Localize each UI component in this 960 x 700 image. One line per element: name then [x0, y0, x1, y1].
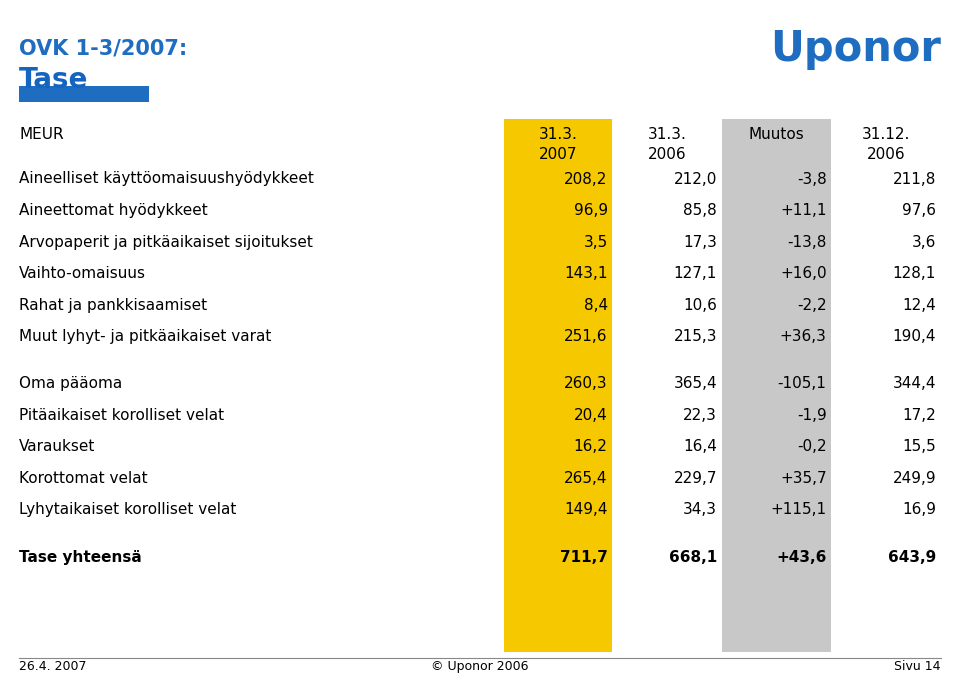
Text: -3,8: -3,8 [797, 172, 827, 186]
Text: 85,8: 85,8 [684, 203, 717, 218]
Text: 97,6: 97,6 [902, 203, 936, 218]
Text: 3,5: 3,5 [584, 234, 608, 249]
Text: Korottomat velat: Korottomat velat [19, 471, 148, 486]
Text: Oma pääoma: Oma pääoma [19, 377, 123, 391]
Text: Pitäaikaiset korolliset velat: Pitäaikaiset korolliset velat [19, 408, 225, 423]
Text: 16,9: 16,9 [902, 503, 936, 517]
Text: Lyhytaikaiset korolliset velat: Lyhytaikaiset korolliset velat [19, 503, 236, 517]
Text: 31.12.: 31.12. [862, 127, 910, 142]
Text: 229,7: 229,7 [674, 471, 717, 486]
Text: Arvopaperit ja pitkäaikaiset sijoitukset: Arvopaperit ja pitkäaikaiset sijoitukset [19, 234, 313, 249]
Text: 249,9: 249,9 [893, 471, 936, 486]
Text: 212,0: 212,0 [674, 172, 717, 186]
Text: 711,7: 711,7 [560, 550, 608, 564]
Text: 260,3: 260,3 [564, 377, 608, 391]
Text: 211,8: 211,8 [893, 172, 936, 186]
Text: OVK 1-3/2007:: OVK 1-3/2007: [19, 38, 187, 59]
Text: 20,4: 20,4 [574, 408, 608, 423]
Text: -1,9: -1,9 [797, 408, 827, 423]
Text: 31.3.: 31.3. [539, 127, 578, 142]
Text: 17,3: 17,3 [684, 234, 717, 249]
Text: 190,4: 190,4 [893, 329, 936, 344]
Text: 215,3: 215,3 [674, 329, 717, 344]
Text: 96,9: 96,9 [573, 203, 608, 218]
Text: 15,5: 15,5 [902, 440, 936, 454]
Text: 643,9: 643,9 [888, 550, 936, 564]
Text: 16,4: 16,4 [684, 440, 717, 454]
Text: -13,8: -13,8 [787, 234, 827, 249]
Text: 22,3: 22,3 [684, 408, 717, 423]
Text: 2006: 2006 [867, 147, 905, 162]
Text: +36,3: +36,3 [780, 329, 827, 344]
Text: 365,4: 365,4 [674, 377, 717, 391]
Text: Muutos: Muutos [749, 127, 804, 142]
Text: 3,6: 3,6 [912, 234, 936, 249]
Text: 2006: 2006 [648, 147, 686, 162]
Text: Varaukset: Varaukset [19, 440, 96, 454]
Text: 251,6: 251,6 [564, 329, 608, 344]
Text: 127,1: 127,1 [674, 266, 717, 281]
Text: 143,1: 143,1 [564, 266, 608, 281]
Text: 128,1: 128,1 [893, 266, 936, 281]
Text: MEUR: MEUR [19, 127, 63, 142]
Text: 344,4: 344,4 [893, 377, 936, 391]
Text: 12,4: 12,4 [902, 298, 936, 312]
Text: +16,0: +16,0 [780, 266, 827, 281]
Text: 668,1: 668,1 [669, 550, 717, 564]
Text: 26.4. 2007: 26.4. 2007 [19, 660, 86, 673]
Text: -2,2: -2,2 [797, 298, 827, 312]
Text: Sivu 14: Sivu 14 [895, 660, 941, 673]
Text: Uponor: Uponor [770, 28, 941, 70]
Text: +11,1: +11,1 [780, 203, 827, 218]
Text: Vaihto-omaisuus: Vaihto-omaisuus [19, 266, 146, 281]
Text: 10,6: 10,6 [684, 298, 717, 312]
Text: 208,2: 208,2 [564, 172, 608, 186]
Text: 149,4: 149,4 [564, 503, 608, 517]
Text: 16,2: 16,2 [574, 440, 608, 454]
Text: © Uponor 2006: © Uponor 2006 [431, 660, 529, 673]
Text: 8,4: 8,4 [584, 298, 608, 312]
Text: 31.3.: 31.3. [648, 127, 686, 142]
Text: Aineelliset käyttöomaisuushyödykkeet: Aineelliset käyttöomaisuushyödykkeet [19, 172, 314, 186]
Text: 265,4: 265,4 [564, 471, 608, 486]
Text: -0,2: -0,2 [797, 440, 827, 454]
Text: Tase yhteensä: Tase yhteensä [19, 550, 142, 564]
Text: 34,3: 34,3 [684, 503, 717, 517]
Text: 17,2: 17,2 [902, 408, 936, 423]
Text: Muut lyhyt- ja pitkäaikaiset varat: Muut lyhyt- ja pitkäaikaiset varat [19, 329, 272, 344]
Text: +35,7: +35,7 [780, 471, 827, 486]
Text: -105,1: -105,1 [778, 377, 827, 391]
Text: +115,1: +115,1 [771, 503, 827, 517]
Text: Tase: Tase [19, 66, 88, 94]
Text: 2007: 2007 [539, 147, 578, 162]
Text: Rahat ja pankkisaamiset: Rahat ja pankkisaamiset [19, 298, 207, 312]
Text: Aineettomat hyödykkeet: Aineettomat hyödykkeet [19, 203, 208, 218]
Text: +43,6: +43,6 [777, 550, 827, 564]
